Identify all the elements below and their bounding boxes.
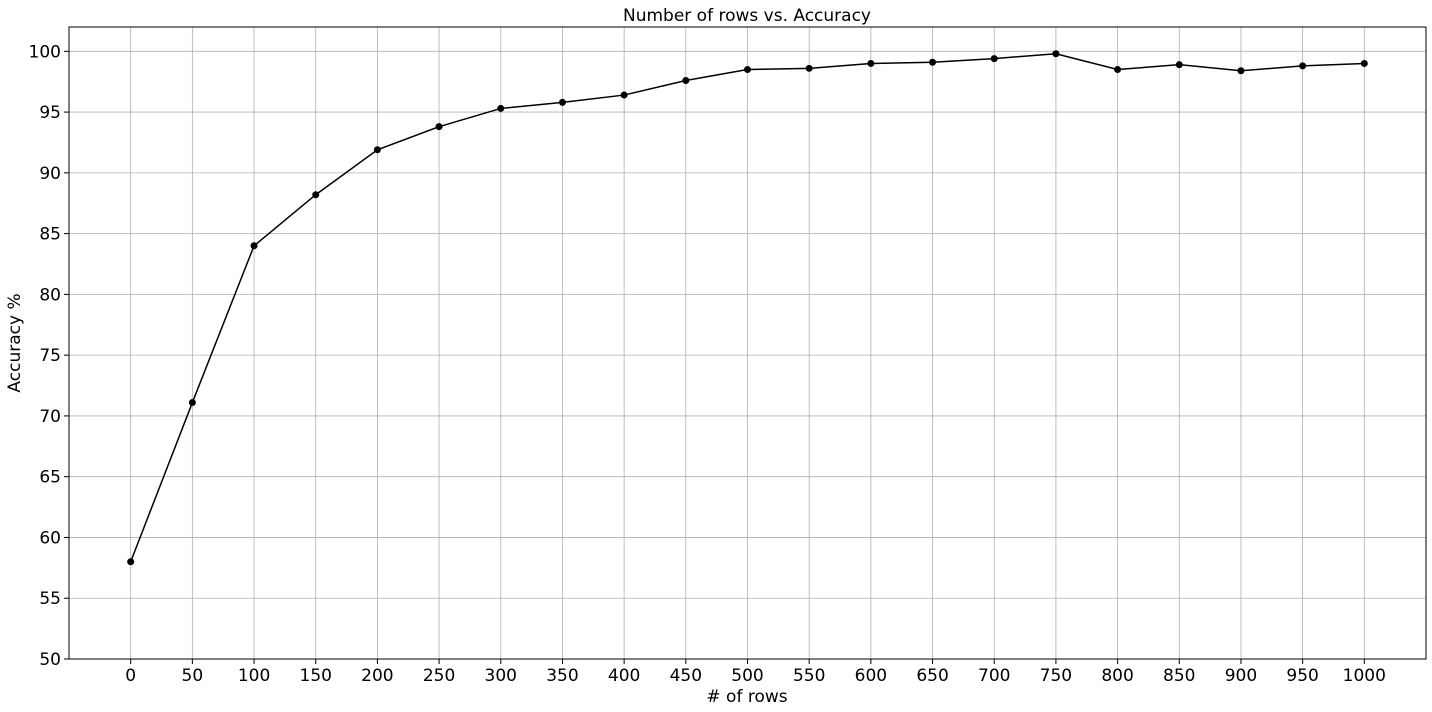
x-tick-label: 150 xyxy=(300,666,332,686)
data-point xyxy=(1299,62,1307,70)
x-tick-label: 600 xyxy=(855,666,887,686)
x-tick-label: 50 xyxy=(182,666,204,686)
x-tick-label: 200 xyxy=(361,666,393,686)
x-tick-label: 100 xyxy=(238,666,270,686)
data-point xyxy=(435,123,443,131)
y-tick-label: 100 xyxy=(29,42,61,62)
data-point xyxy=(127,558,135,566)
y-axis-label: Accuracy % xyxy=(5,293,25,392)
y-tick-label: 65 xyxy=(39,468,61,488)
x-tick-label: 750 xyxy=(1040,666,1072,686)
x-tick-label: 0 xyxy=(125,666,136,686)
x-tick-label: 500 xyxy=(731,666,763,686)
data-point xyxy=(867,59,875,67)
y-tick-label: 95 xyxy=(39,103,61,123)
y-tick-label: 50 xyxy=(39,650,61,670)
data-point xyxy=(1360,59,1368,67)
chart-title: Number of rows vs. Accuracy xyxy=(623,6,871,26)
x-tick-label: 950 xyxy=(1286,666,1318,686)
axis-ticks: 0 50 100 150 200 250 300 350 400 450 500 550 600 650 7… xyxy=(29,42,1386,686)
grid xyxy=(69,27,1426,660)
x-tick-label: 450 xyxy=(670,666,702,686)
x-tick-label: 800 xyxy=(1101,666,1133,686)
data-point xyxy=(990,55,998,63)
data-point xyxy=(1237,67,1245,75)
x-tick-label: 700 xyxy=(978,666,1010,686)
data-point xyxy=(250,242,258,250)
x-tick-label: 1000 xyxy=(1343,666,1386,686)
data-point xyxy=(373,146,381,154)
data-point xyxy=(929,58,937,66)
y-tick-label: 85 xyxy=(39,225,61,245)
data-point xyxy=(312,191,320,199)
x-tick-label: 850 xyxy=(1163,666,1195,686)
data-point xyxy=(188,399,196,407)
plot-frame xyxy=(68,26,1427,660)
x-tick-label: 300 xyxy=(485,666,517,686)
x-tick-label: 400 xyxy=(608,666,640,686)
y-tick-label: 75 xyxy=(39,346,61,366)
data-point xyxy=(1114,66,1122,74)
y-tick-label: 90 xyxy=(39,164,61,184)
data-point xyxy=(1175,61,1183,69)
y-tick-label: 70 xyxy=(39,407,61,427)
x-tick-label: 900 xyxy=(1225,666,1257,686)
x-tick-label: 550 xyxy=(793,666,825,686)
x-tick-label: 350 xyxy=(546,666,578,686)
y-tick-label: 60 xyxy=(39,528,61,548)
x-tick-label: 650 xyxy=(916,666,948,686)
x-axis-label: # of rows xyxy=(706,687,787,707)
data-point xyxy=(620,91,628,99)
data-point xyxy=(1052,50,1060,58)
data-point xyxy=(682,76,690,84)
data-point xyxy=(805,64,813,72)
series-group xyxy=(127,50,1368,566)
data-point xyxy=(744,66,751,74)
data-point xyxy=(497,104,505,112)
data-point xyxy=(558,98,566,106)
y-tick-label: 55 xyxy=(39,589,61,609)
y-tick-label: 80 xyxy=(39,285,61,305)
x-tick-label: 250 xyxy=(423,666,455,686)
